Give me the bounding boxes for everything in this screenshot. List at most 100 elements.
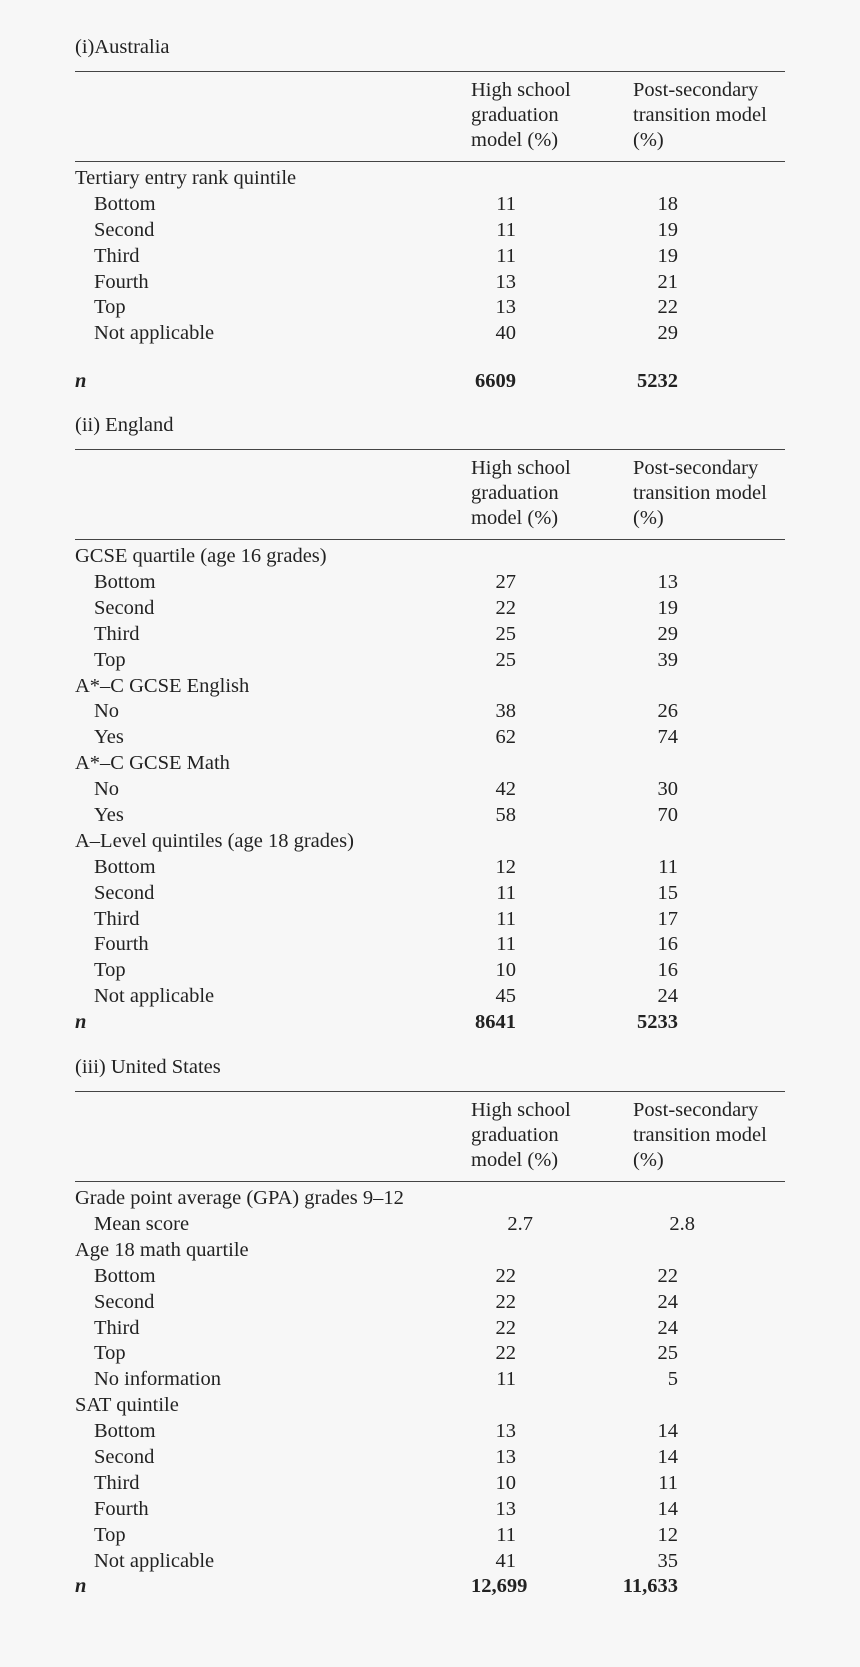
value-high-school: 38 <box>495 700 517 723</box>
group-heading-row: A*–C GCSE Math <box>75 751 785 777</box>
value-post-secondary <box>516 1238 678 1264</box>
value-post-secondary: 11 <box>658 1471 678 1494</box>
table-row: Second 11 19 <box>75 218 785 244</box>
value-high-school: 10 <box>495 959 517 982</box>
row-label: Third <box>94 1316 140 1339</box>
header-line: (%) <box>633 129 664 151</box>
row-label: Yes <box>94 726 124 749</box>
row-label: Fourth <box>94 270 149 293</box>
header-line: (%) <box>633 1149 664 1172</box>
table-section: (iii) United States High school graduation… <box>75 1054 785 1600</box>
value-high-school: 13 <box>495 270 517 293</box>
top-rule <box>75 71 785 72</box>
value-post-secondary: 19 <box>657 218 679 241</box>
table-row: Third 22 24 <box>75 1316 785 1342</box>
column-header-col1: High school graduation model (%) <box>471 1098 633 1173</box>
value-high-school: 11 <box>496 218 516 241</box>
row-label: Second <box>94 881 155 904</box>
header-line: model (%) <box>471 507 559 530</box>
header-line: graduation <box>471 482 559 505</box>
table-row: Third 11 17 <box>75 907 785 933</box>
value-high-school: 11 <box>496 881 516 904</box>
row-label: GCSE quartile (age 16 grades) <box>75 545 327 568</box>
table-row: Yes 58 70 <box>75 803 785 829</box>
table-row: Third 25 29 <box>75 622 785 648</box>
value-high-school: 22 <box>495 596 517 619</box>
row-label: Tertiary entry rank quintile <box>75 167 297 189</box>
table-row: Top 25 39 <box>75 648 785 674</box>
row-label: Grade point average (GPA) grades 9–12 <box>75 1187 404 1210</box>
value-post-secondary: 29 <box>657 322 679 345</box>
row-label: Third <box>94 244 140 267</box>
total-row: n 12,699 11,633 <box>75 1574 785 1600</box>
value-post-secondary: 35 <box>657 1549 679 1572</box>
table-row: No 38 26 <box>75 699 785 725</box>
value-post-secondary: 24 <box>657 985 679 1008</box>
value-high-school: 10 <box>495 1471 517 1494</box>
value-high-school: 13 <box>495 1420 517 1443</box>
value-high-school: 11 <box>496 244 516 267</box>
header-line: High school <box>471 79 571 101</box>
value-post-secondary: 5 <box>667 1368 678 1391</box>
header-line: graduation <box>471 1124 559 1147</box>
group-heading-row: Tertiary entry rank quintile <box>75 166 785 192</box>
value-post-secondary: 2.8 <box>669 1212 695 1235</box>
value-post-secondary: 14 <box>657 1497 679 1520</box>
row-label: Mean score <box>94 1212 190 1235</box>
value-post-secondary: 24 <box>657 1316 679 1339</box>
column-header-row: High school graduation model (%) Post-secon… <box>75 72 785 161</box>
value-post-secondary <box>516 1393 678 1419</box>
table-row: Mean score 2.7 2.8 <box>75 1212 785 1238</box>
table-row: Not applicable 40 29 <box>75 321 785 347</box>
row-label: Not applicable <box>94 985 215 1008</box>
column-header-col1: High school graduation model (%) <box>471 456 633 531</box>
table-row: Not applicable 41 35 <box>75 1549 785 1575</box>
row-label: Second <box>94 218 155 241</box>
value-post-secondary: 24 <box>657 1290 679 1313</box>
value-high-school: 25 <box>495 622 517 645</box>
value-post-secondary: 12 <box>657 1523 679 1546</box>
value-high-school: 45 <box>495 985 517 1008</box>
value-high-school: 42 <box>495 778 517 801</box>
value-post-secondary: 15 <box>657 881 679 904</box>
row-label: SAT quintile <box>75 1394 179 1417</box>
value-post-secondary: 26 <box>657 700 679 723</box>
value-post-secondary <box>516 544 678 570</box>
value-high-school: 13 <box>495 1445 517 1468</box>
table-row: Bottom 13 14 <box>75 1419 785 1445</box>
header-line: model (%) <box>471 1149 559 1172</box>
row-label: Top <box>94 296 126 319</box>
value-high-school <box>471 829 516 855</box>
column-header-row: High school graduation model (%) Post-secon… <box>75 1092 785 1181</box>
table-body: Grade point average (GPA) grades 9–12 Mea… <box>75 1182 785 1600</box>
value-high-school <box>471 544 516 570</box>
row-label: A*–C GCSE English <box>75 674 250 697</box>
header-spacer <box>75 1098 471 1173</box>
value-post-secondary: 5232 <box>637 370 678 393</box>
table-row: Fourth 13 14 <box>75 1497 785 1523</box>
row-label: Bottom <box>94 192 156 215</box>
value-post-secondary: 18 <box>657 192 679 215</box>
value-high-school: 11 <box>496 192 516 215</box>
row-label: Age 18 math quartile <box>75 1238 249 1261</box>
value-post-secondary: 13 <box>657 571 679 594</box>
value-high-school <box>471 1186 516 1212</box>
row-label: No <box>94 700 120 723</box>
group-heading-row: A*–C GCSE English <box>75 674 785 700</box>
table-row: Fourth 13 21 <box>75 270 785 296</box>
value-post-secondary: 5233 <box>637 1011 678 1034</box>
row-label: Not applicable <box>94 322 215 345</box>
value-post-secondary: 19 <box>657 596 679 619</box>
header-line: graduation <box>471 104 559 126</box>
row-label: n <box>75 370 87 393</box>
value-post-secondary: 14 <box>657 1420 679 1443</box>
table-section: (i)Australia High school graduation model (… <box>75 34 785 395</box>
value-post-secondary <box>516 166 678 192</box>
header-line: (%) <box>633 507 664 530</box>
table-row: No 42 30 <box>75 777 785 803</box>
table-row: Yes 62 74 <box>75 725 785 751</box>
row-label: Second <box>94 596 155 619</box>
header-rule <box>75 539 785 541</box>
table-row: Second 22 19 <box>75 596 785 622</box>
value-high-school: 13 <box>495 1497 517 1520</box>
